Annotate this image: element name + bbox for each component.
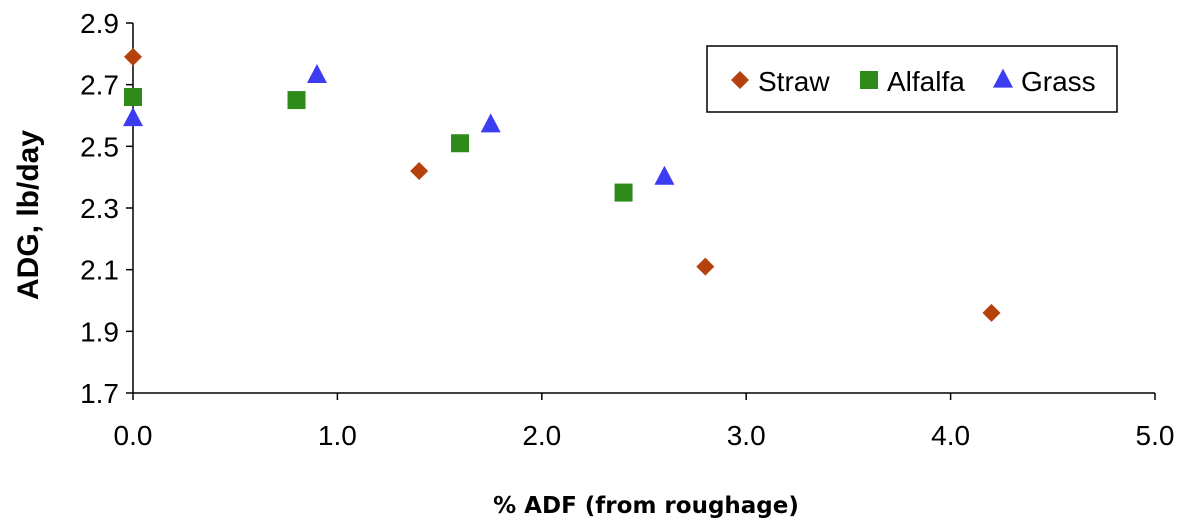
- y-tick-label: 2.3: [80, 193, 119, 224]
- x-tick-label: 3.0: [727, 420, 766, 451]
- grass-point: [654, 165, 675, 185]
- legend-box: [706, 45, 1118, 113]
- series-straw: [124, 47, 1001, 322]
- data-points: [123, 47, 1001, 322]
- alfalfa-point: [287, 91, 306, 110]
- y-tick-label: 1.7: [80, 378, 119, 409]
- series-alfalfa: [124, 88, 633, 202]
- x-tick-label: 4.0: [931, 420, 970, 451]
- straw-point: [124, 47, 142, 66]
- legend-alfalfa-label: Alfalfa: [887, 66, 965, 97]
- legend: Straw Alfalfa Grass: [706, 45, 1118, 113]
- grass-point: [306, 64, 327, 84]
- alfalfa-point: [451, 134, 470, 153]
- y-axis: 1.7 1.9 2.1 2.3 2.5 2.7 2.9: [80, 8, 134, 409]
- x-tick-label: 5.0: [1136, 420, 1175, 451]
- x-tick-label: 0.0: [114, 420, 153, 451]
- alfalfa-point: [614, 183, 633, 202]
- legend-grass-marker: [993, 68, 1013, 88]
- x-axis: 0.0 1.0 2.0 3.0 4.0 5.0: [114, 392, 1175, 451]
- grass-point: [480, 113, 501, 133]
- alfalfa-point: [124, 88, 142, 106]
- y-axis-title: ADG, lb/day: [12, 130, 45, 300]
- x-tick-label: 2.0: [522, 420, 561, 451]
- y-tick-label: 2.5: [80, 131, 119, 162]
- straw-point: [696, 257, 715, 276]
- series-grass: [123, 64, 675, 185]
- legend-alfalfa-marker: [860, 71, 878, 89]
- y-tick-label: 1.9: [80, 316, 119, 347]
- y-tick-label: 2.9: [80, 8, 119, 39]
- x-axis-title: % ADF (from roughage): [493, 493, 799, 519]
- y-tick-label: 2.7: [80, 70, 119, 101]
- straw-point: [982, 303, 1001, 322]
- y-tick-label: 2.1: [80, 255, 119, 286]
- grass-point: [123, 107, 143, 127]
- legend-straw-label: Straw: [758, 66, 830, 97]
- legend-straw-marker: [731, 71, 749, 89]
- x-tick-label: 1.0: [318, 420, 357, 451]
- legend-grass-label: Grass: [1021, 66, 1096, 97]
- straw-point: [410, 162, 429, 180]
